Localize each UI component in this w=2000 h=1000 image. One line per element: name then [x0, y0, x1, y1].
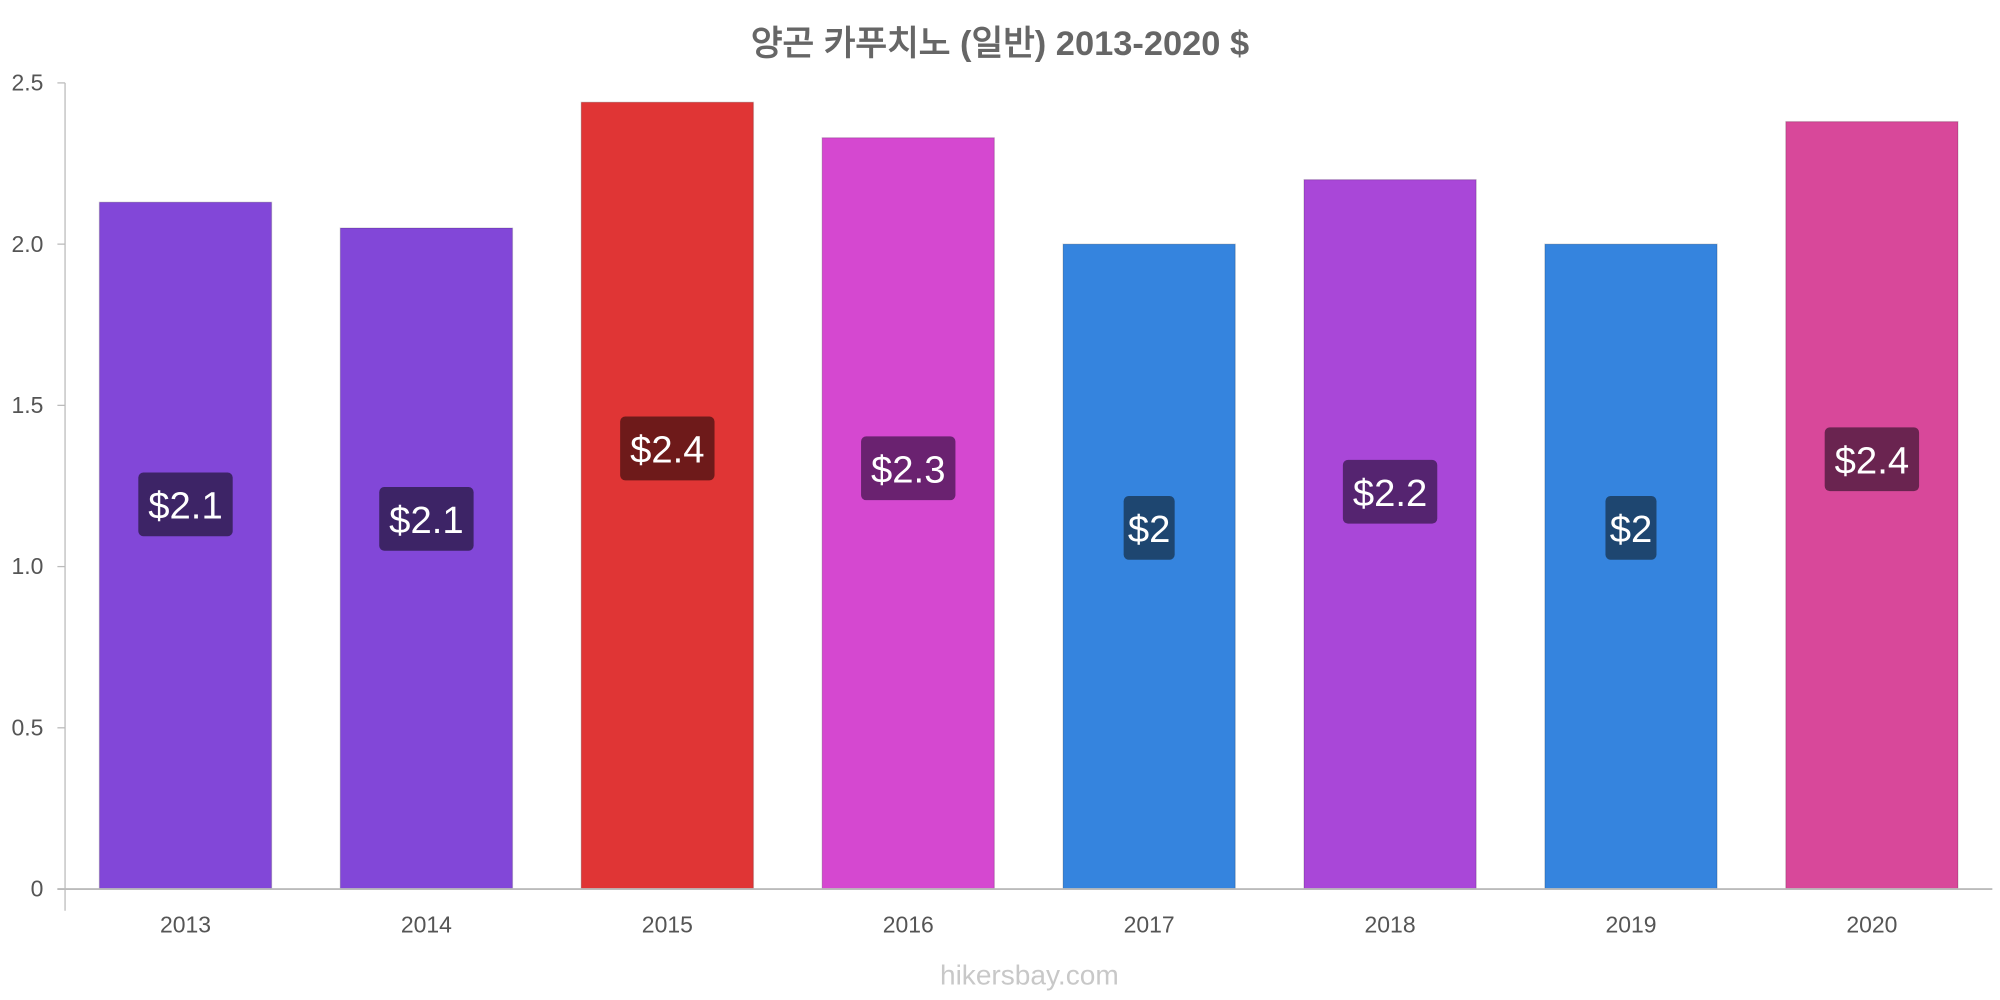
data-label-box: [620, 416, 715, 481]
x-tick-label: 2015: [642, 911, 693, 937]
data-label: $2.1: [389, 499, 463, 542]
data-label: $2.1: [148, 484, 222, 527]
data-label-box: [1824, 427, 1920, 492]
x-tick-label: 2016: [883, 911, 934, 937]
data-label: $2: [1610, 508, 1653, 551]
x-tick-label: 2017: [1124, 911, 1175, 937]
bar-2020: [1785, 120, 1959, 890]
watermark: hikersbay.com: [940, 960, 1119, 991]
data-label-box: [1342, 459, 1438, 524]
y-tick-label: 0: [31, 876, 44, 902]
bar-2018: [1303, 179, 1477, 890]
y-tick-label: 2.0: [11, 231, 43, 257]
y-tick-label: 1.0: [11, 553, 43, 579]
x-tick-label: 2020: [1846, 911, 1897, 937]
data-label-box: [379, 486, 474, 551]
bars: $2.1 $2.1 $2.4 $2.3 $2 $2.2 $2 $2.4: [98, 101, 1959, 890]
bar-2019: [1544, 243, 1718, 890]
y-axis: 0 0.5 1.0 1.5 2.0 2.5: [11, 70, 66, 911]
bar-2015: [580, 101, 755, 890]
chart-title: 양곤 카푸치노 (일반) 2013-2020 $: [751, 25, 1249, 63]
x-axis: 2013 2014 2015 2016 2017 2018 2019 2020: [57, 888, 1993, 937]
data-label-box: [861, 436, 956, 501]
data-label-box: [1123, 496, 1175, 560]
bar-2013: [98, 201, 273, 890]
y-tick-label: 0.5: [11, 714, 43, 740]
data-label: $2.2: [1353, 472, 1427, 515]
y-tick-label: 1.5: [11, 392, 43, 418]
bar-2016: [821, 137, 995, 890]
data-label: $2.4: [630, 428, 704, 471]
x-tick-label: 2019: [1605, 911, 1656, 937]
data-label: $2: [1128, 508, 1171, 551]
data-label: $2.4: [1835, 439, 1909, 482]
data-label-box: [1605, 496, 1657, 560]
x-tick-label: 2014: [401, 911, 452, 937]
x-tick-label: 2013: [160, 911, 211, 937]
bar-2017: [1062, 243, 1236, 890]
data-label-box: [138, 472, 233, 537]
bar-2014: [339, 227, 514, 890]
data-label: $2.3: [871, 448, 945, 491]
x-tick-label: 2018: [1365, 911, 1416, 937]
y-tick-label: 2.5: [11, 70, 43, 96]
